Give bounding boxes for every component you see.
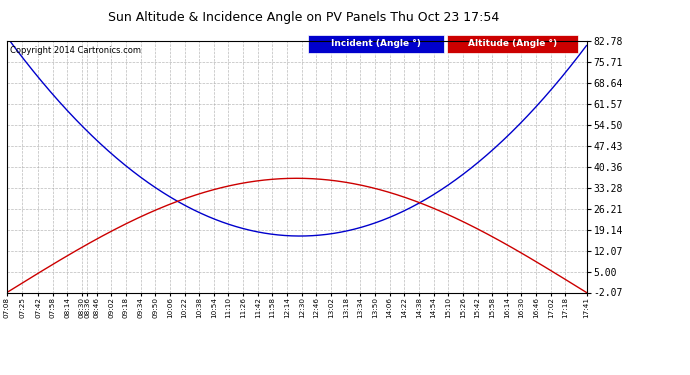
Text: Altitude (Angle °): Altitude (Angle °) [468, 39, 557, 48]
Text: Incident (Angle °): Incident (Angle °) [331, 39, 422, 48]
Text: Sun Altitude & Incidence Angle on PV Panels Thu Oct 23 17:54: Sun Altitude & Incidence Angle on PV Pan… [108, 11, 500, 24]
Text: Copyright 2014 Cartronics.com: Copyright 2014 Cartronics.com [10, 46, 141, 55]
Bar [447, 35, 578, 52]
Bar [308, 35, 444, 52]
